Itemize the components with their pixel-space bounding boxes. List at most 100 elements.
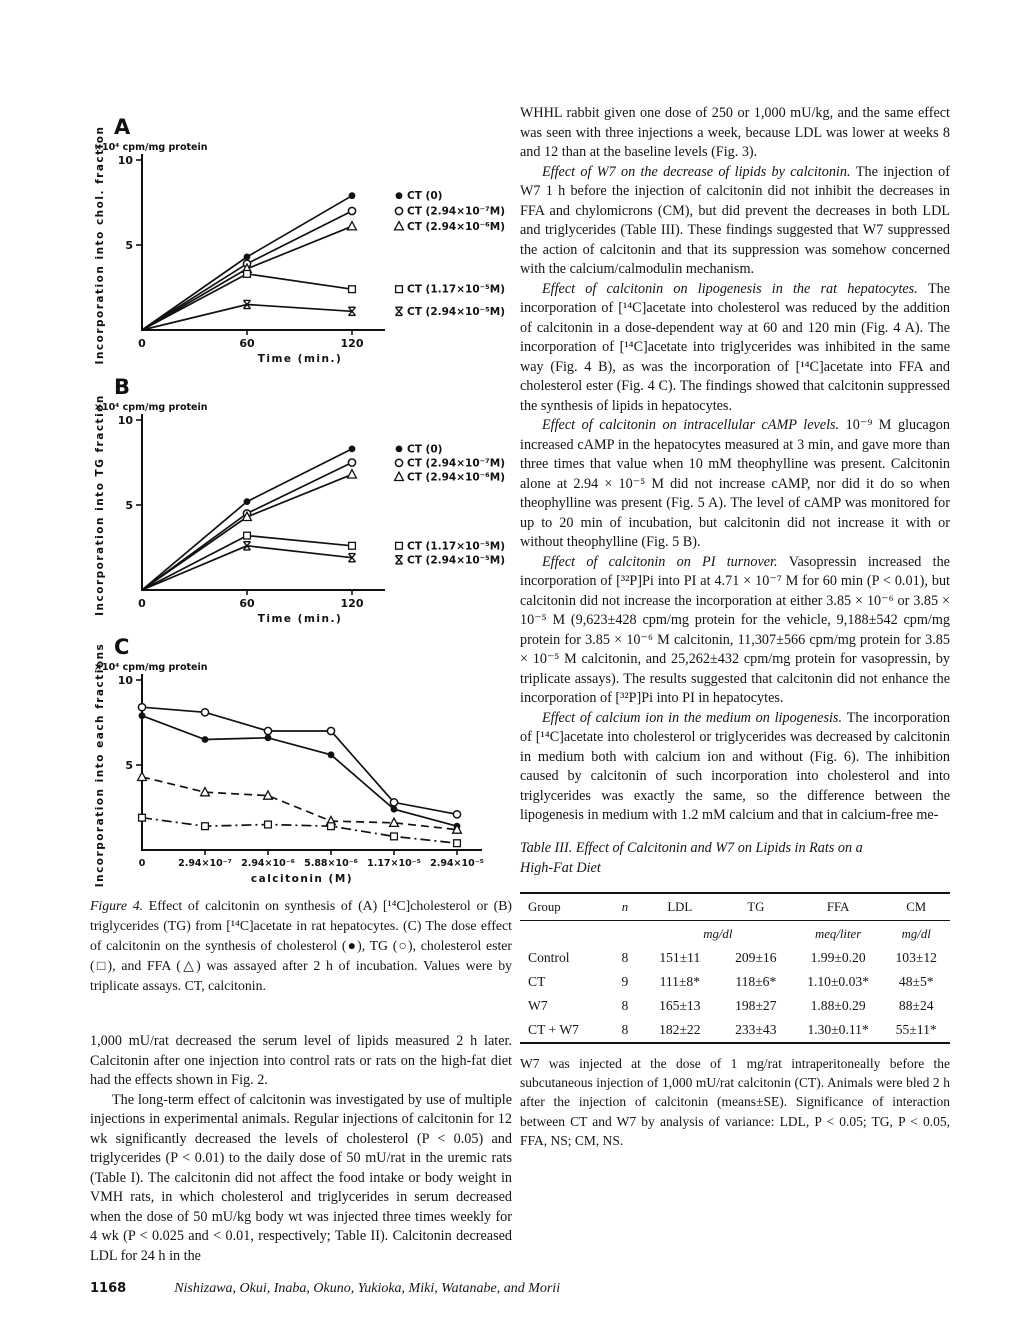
svg-text:2.94×10⁻⁶: 2.94×10⁻⁶ [241,858,295,869]
right-paragraph-2: Effect of W7 on the decrease of lipids b… [520,163,950,278]
table-row: W7 8 165±13 198±27 1.88±0.29 88±24 [520,994,950,1018]
svg-text:120: 120 [341,337,364,350]
table-cell: 88±24 [898,997,934,1013]
svg-text:0: 0 [138,597,146,610]
table-cell: 118±6* [735,973,777,989]
table-cell: 8 [621,949,629,965]
chart-a-plot: A ×10⁴ cpm/mg protein 5 10 0 60 120 Time (min.)… [94,115,505,364]
table-cell: 1.99±0.20 [810,949,866,965]
table-row: CT + W7 8 182±22 233±43 1.30±0.11* 55±11* [520,1018,950,1043]
table-iii-footnote: W7 was injected at the dose of 1 mg/rat … [520,1055,950,1149]
table-cell: 165±13 [659,997,701,1013]
table-cell: 9 [621,973,629,989]
table-cell: 1.30±0.11* [807,1021,869,1037]
svg-text:CT (2.94×10⁻⁶M): CT (2.94×10⁻⁶M) [407,221,505,233]
table-cell: 151±11 [659,949,701,965]
table-col-header: TG [717,892,794,921]
svg-text:Incorporation into each fracti: Incorporation into each fractions [94,643,106,888]
svg-text:CT (2.94×10⁻⁵M): CT (2.94×10⁻⁵M) [407,554,505,566]
table-col-header: n [608,892,642,921]
svg-text:Incorporation into chol. fract: Incorporation into chol. fraction [94,126,106,364]
table-units-cell [520,920,608,946]
svg-text:CT (2.94×10⁻⁷M): CT (2.94×10⁻⁷M) [407,457,505,469]
svg-text:1.17×10⁻⁵: 1.17×10⁻⁵ [367,858,421,869]
table-cell: 103±12 [895,949,937,965]
svg-text:CT (2.94×10⁻⁷M): CT (2.94×10⁻⁷M) [407,206,505,218]
table-cell: CT [528,973,546,989]
left-paragraph-2: The long-term effect of calcitonin was i… [90,1091,512,1264]
table-cell: 111±8* [659,973,701,989]
table-cell: 233±43 [735,1021,777,1037]
svg-text:10: 10 [118,154,134,167]
svg-text:C: C [114,635,129,659]
right-paragraph-5: Effect of calcitonin on PI turnover. Vas… [520,553,950,707]
right-section-heading-4: Effect of calcitonin on intracellular cA… [542,417,846,433]
chart-c-plot: C ×10⁴ cpm/mg protein 5 10 0 2.94×10⁻⁷ 2.94×10… [94,635,484,888]
table-row: CT 9 111±8* 118±6* 1.10±0.03* 48±5* [520,970,950,994]
table-cell: 55±11* [895,1021,937,1037]
table-col-header: CM [882,892,950,921]
svg-text:CT (2.94×10⁻⁵M): CT (2.94×10⁻⁵M) [407,306,505,318]
table-cell: 198±27 [735,997,777,1013]
figure4-panel-b: B ×10⁴ cpm/mg protein 5 10 0 60 120 Time (min.)… [90,364,512,624]
table-cell: 8 [621,1021,629,1037]
figure4-caption: Figure 4. Effect of calcitonin on synthe… [90,896,512,996]
table-units-cell: meq/liter [815,926,862,941]
svg-text:120: 120 [341,597,364,610]
svg-text:CT (1.17×10⁻⁵M): CT (1.17×10⁻⁵M) [407,284,505,296]
table-iii-block: Table III. Effect of Calcitonin and W7 o… [520,838,950,1151]
left-column-paragraphs: 1,000 mU/rat decreased the serum level o… [90,1032,512,1266]
svg-text:CT (2.94×10⁻⁶M): CT (2.94×10⁻⁶M) [407,471,505,483]
right-section-heading-5: Effect of calcitonin on PI turnover. [542,553,789,570]
page-footer: 1168 Nishizawa, Okui, Inaba, Okuno, Yukio… [90,1279,950,1297]
figure4-panel-c: C ×10⁴ cpm/mg protein 5 10 0 2.94×10⁻⁷ 2.94×10… [90,624,512,890]
left-column: A ×10⁴ cpm/mg protein 5 10 0 60 120 Time (min.)… [90,104,512,1266]
svg-text:2.94×10⁻⁷: 2.94×10⁻⁷ [178,858,232,869]
right-paragraph-6: Effect of calcium ion in the medium on l… [520,709,950,824]
svg-text:10: 10 [118,674,134,687]
table-cell: 182±22 [659,1021,701,1037]
svg-text:0: 0 [138,337,146,350]
svg-text:CT (0): CT (0) [407,443,442,455]
svg-text:60: 60 [239,337,255,350]
table-iii-title: Table III. Effect of Calcitonin and W7 o… [520,839,863,876]
svg-text:CT (0): CT (0) [407,190,442,202]
table-col-header: FFA [793,892,883,921]
svg-text:×10⁴ cpm/mg protein: ×10⁴ cpm/mg protein [94,142,208,153]
svg-text:2.94×10⁻⁵: 2.94×10⁻⁵ [430,858,484,869]
svg-text:5: 5 [125,759,133,772]
svg-text:CT (1.17×10⁻⁵M): CT (1.17×10⁻⁵M) [407,540,505,552]
svg-text:5: 5 [125,239,133,252]
right-column-paragraphs: WHHL rabbit given one dose of 250 or 1,0… [520,104,950,826]
svg-text:Time (min.): Time (min.) [258,613,343,624]
table-cell: CT + W7 [528,1021,579,1037]
right-column: WHHL rabbit given one dose of 250 or 1,0… [520,104,950,1151]
svg-text:5.88×10⁻⁶: 5.88×10⁻⁶ [304,858,358,869]
table-cell: 48±5* [898,973,934,989]
right-section-heading-6: Effect of calcium ion in the medium on l… [542,709,847,726]
table-cell: 209±16 [735,949,777,965]
table-units-cell [608,920,642,946]
svg-text:B: B [114,375,130,399]
table-cell: W7 [528,997,548,1013]
table-cell: 8 [621,997,629,1013]
table-units-cell: mg/dl [703,926,733,941]
table-cell: Control [528,949,570,965]
table-units-cell: mg/dl [901,926,931,941]
svg-text:Time (min.): Time (min.) [258,353,343,364]
page-number: 1168 [90,1281,127,1296]
left-paragraph-1: 1,000 mU/rat decreased the serum level o… [90,1033,512,1088]
svg-text:Incorporation into TG fraction: Incorporation into TG fraction [94,394,106,616]
svg-text:5: 5 [125,499,133,512]
svg-text:×10⁴ cpm/mg protein: ×10⁴ cpm/mg protein [94,662,208,673]
right-paragraph-1: WHHL rabbit given one dose of 250 or 1,0… [520,105,950,160]
right-section-heading-3: Effect of calcitonin on lipogenesis in t… [542,280,928,297]
table-col-header: LDL [641,892,718,921]
figure4-panel-a: A ×10⁴ cpm/mg protein 5 10 0 60 120 Time (min.)… [90,104,512,364]
chart-b-plot: B ×10⁴ cpm/mg protein 5 10 0 60 120 Time (min.)… [94,375,505,624]
svg-text:10: 10 [118,414,134,427]
figure4-caption-text: Effect of calcitonin on synthesis of (A)… [90,898,513,993]
svg-text:A: A [114,115,131,139]
svg-text:×10⁴ cpm/mg protein: ×10⁴ cpm/mg protein [94,402,208,413]
